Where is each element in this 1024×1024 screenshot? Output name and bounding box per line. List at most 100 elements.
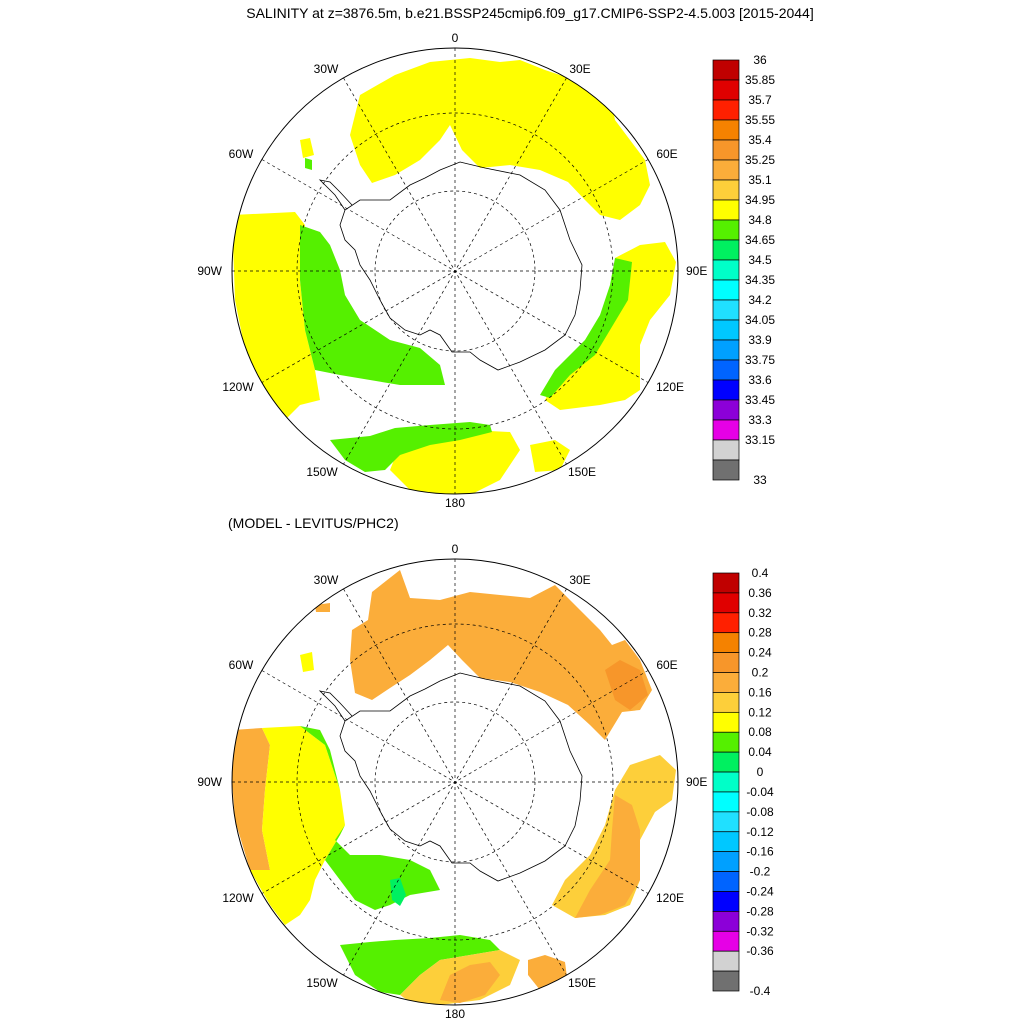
difference-colorbar-tick-label-17: -0.28 bbox=[746, 904, 774, 918]
map-boundary-bottom bbox=[231, 558, 679, 1006]
difference-colorbar-tick-label-18: -0.32 bbox=[746, 924, 774, 938]
salinity-colorbar-tick-label-11: 34.35 bbox=[745, 273, 775, 287]
difference-colorbar-swatch-14 bbox=[712, 851, 740, 872]
difference-patch-60e bbox=[605, 660, 648, 710]
salinity-colorbar-tick-label-10: 34.5 bbox=[748, 253, 772, 267]
salinity-colorbar-tick-label-16: 33.6 bbox=[748, 373, 772, 387]
difference-colorbar-swatch-8 bbox=[712, 731, 740, 753]
difference-colorbar-swatch-9 bbox=[712, 751, 740, 773]
difference-colorbar-tick-label-11: -0.04 bbox=[746, 785, 774, 799]
graticule bbox=[232, 48, 678, 494]
lon-label-30w: 30W bbox=[314, 62, 339, 76]
lon-label-0: 0 bbox=[452, 31, 459, 45]
salinity-colorbar-tick-label-3: 35.55 bbox=[745, 113, 775, 127]
salinity-colorbar-tick-label-9: 34.65 bbox=[745, 233, 775, 247]
lon-label-120w-b: 120W bbox=[222, 891, 254, 905]
lon-label-60w-b: 60W bbox=[229, 658, 254, 672]
lon-label-60e: 60E bbox=[656, 147, 677, 161]
difference-colorbar-swatch-12 bbox=[712, 811, 740, 833]
difference-colorbar-tick-label-7: 0.12 bbox=[748, 705, 772, 719]
salinity-colorbar-tick-label-5: 35.25 bbox=[745, 153, 775, 167]
lon-label-150w: 150W bbox=[306, 465, 338, 479]
salinity-colorbar-tick-label-12: 34.2 bbox=[748, 293, 772, 307]
salinity-colorbar-tick-label-0: 36 bbox=[753, 53, 767, 67]
lon-label-120w: 120W bbox=[222, 380, 254, 394]
salinity-colorbar: 36 35.85 35.7 35.55 35.4 35.25 35.1 34.95 34.8 34… bbox=[712, 53, 775, 487]
difference-colorbar-swatch-1 bbox=[712, 592, 740, 614]
graticule-bottom bbox=[232, 559, 678, 1005]
longitude-labels-bottom: 0 30E 60E 90E 120E 150E 180 150W 120W 90… bbox=[197, 542, 707, 1021]
map-boundary-top bbox=[231, 47, 679, 495]
salinity-colorbar-swatch-15 bbox=[712, 359, 740, 381]
lon-label-60w: 60W bbox=[229, 147, 254, 161]
pacific-west-difference-region bbox=[232, 728, 270, 870]
difference-colorbar-swatch-7 bbox=[712, 711, 740, 733]
pacific-green-region-south bbox=[330, 422, 492, 472]
lon-label-60e-b: 60E bbox=[656, 658, 677, 672]
difference-colorbar-swatch-17 bbox=[712, 911, 740, 932]
salinity-colorbar-swatch-12 bbox=[712, 299, 740, 321]
salinity-colorbar-swatch-13 bbox=[712, 319, 740, 341]
difference-colorbar-swatch-4 bbox=[712, 652, 740, 673]
lon-label-150e: 150E bbox=[568, 465, 596, 479]
difference-map-panel: 0 30E 60E 90E 120E 150E 180 150W 120W 90… bbox=[197, 542, 774, 1021]
difference-colorbar-tick-label-1: 0.36 bbox=[748, 586, 772, 600]
lon-label-120e: 120E bbox=[656, 380, 684, 394]
salinity-colorbar-swatch-9 bbox=[712, 239, 740, 261]
lon-label-30w-b: 30W bbox=[314, 573, 339, 587]
lon-label-90w-b: 90W bbox=[197, 775, 222, 789]
difference-field bbox=[232, 570, 676, 1005]
yellow-patch-150e bbox=[530, 440, 570, 472]
lon-label-150e-b: 150E bbox=[568, 976, 596, 990]
difference-colorbar-tick-label-19: -0.36 bbox=[746, 944, 774, 958]
difference-colorbar-tick-label-15: -0.2 bbox=[750, 865, 771, 879]
pacific-green-difference-south bbox=[340, 935, 500, 995]
difference-colorbar-swatch-5 bbox=[712, 672, 740, 693]
salinity-colorbar-swatch-4 bbox=[712, 139, 740, 161]
atlantic-salinity-region bbox=[350, 58, 650, 220]
difference-colorbar-tick-label-2: 0.32 bbox=[748, 606, 772, 620]
difference-colorbar: 0.4 0.36 0.32 0.28 0.24 0.2 0.16 0.12 0.08 0.04 0 -… bbox=[712, 566, 774, 998]
difference-colorbar-swatch-0 bbox=[712, 572, 740, 594]
difference-colorbar-tick-label-4: 0.24 bbox=[748, 646, 772, 660]
salinity-colorbar-tick-label-7: 34.95 bbox=[745, 193, 775, 207]
difference-colorbar-tick-label-10: 0 bbox=[757, 765, 764, 779]
difference-colorbar-swatch-10 bbox=[712, 771, 740, 793]
difference-colorbar-swatch-13 bbox=[712, 831, 740, 853]
salinity-field bbox=[232, 58, 676, 494]
lon-label-30e-b: 30E bbox=[569, 573, 590, 587]
salinity-colorbar-swatch-17 bbox=[712, 399, 740, 421]
indian-difference-orange bbox=[575, 795, 640, 918]
salinity-colorbar-tick-label-19: 33.15 bbox=[745, 433, 775, 447]
salinity-colorbar-tick-label-1: 35.85 bbox=[745, 73, 775, 87]
salinity-colorbar-swatch-6 bbox=[712, 179, 740, 201]
difference-colorbar-swatch-11 bbox=[712, 791, 740, 813]
atlantic-difference-region bbox=[350, 570, 652, 740]
difference-colorbar-tick-label-14: -0.16 bbox=[746, 845, 774, 859]
lon-label-0-b: 0 bbox=[452, 542, 459, 556]
difference-patch-30w bbox=[315, 603, 330, 612]
antarctic-peninsula-bottom bbox=[318, 690, 353, 722]
difference-colorbar-tick-label-12: -0.08 bbox=[746, 805, 774, 819]
salinity-colorbar-swatch-7 bbox=[712, 199, 740, 221]
salinity-colorbar-swatch-19 bbox=[712, 439, 740, 461]
lon-label-180: 180 bbox=[445, 496, 465, 510]
salinity-colorbar-swatch-8 bbox=[712, 219, 740, 241]
salinity-colorbar-swatch-18 bbox=[712, 419, 740, 441]
antarctica-coastline bbox=[339, 161, 583, 371]
difference-colorbar-swatch-19 bbox=[712, 950, 740, 972]
salinity-colorbar-tick-label-6: 35.1 bbox=[748, 173, 772, 187]
difference-colorbar-tick-label-0: 0.4 bbox=[752, 566, 769, 580]
antarctica-coastline-bottom bbox=[339, 672, 583, 882]
difference-colorbar-swatch-16 bbox=[712, 891, 740, 912]
difference-colorbar-tick-label-20: -0.4 bbox=[750, 984, 771, 998]
difference-subtitle: (MODEL - LEVITUS/PHC2) bbox=[228, 515, 399, 531]
difference-colorbar-swatch-15 bbox=[712, 871, 740, 892]
salinity-map-panel: 0 30E 60E 90E 120E 150E 180 150W 120W 90… bbox=[197, 31, 775, 510]
salinity-colorbar-tick-label-15: 33.75 bbox=[745, 353, 775, 367]
salinity-colorbar-swatch-16 bbox=[712, 379, 740, 401]
antarctic-peninsula bbox=[318, 179, 353, 211]
salinity-colorbar-swatch-20 bbox=[712, 459, 740, 481]
lon-label-90e-b: 90E bbox=[686, 775, 707, 789]
